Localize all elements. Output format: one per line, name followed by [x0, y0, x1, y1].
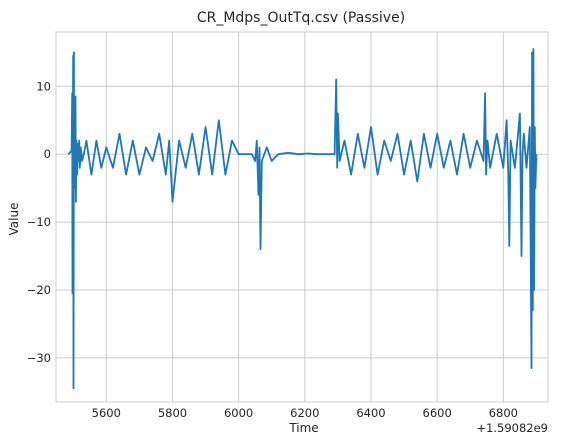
- y-axis-ticks: −30 −20 −10 0 10: [27, 79, 51, 365]
- y-tick-label: −10: [27, 215, 51, 229]
- x-tick-label: 6400: [356, 406, 385, 420]
- y-axis-label: Value: [7, 203, 21, 236]
- y-tick-label: 10: [36, 79, 51, 93]
- x-axis-offset-label: +1.59082e9: [476, 421, 548, 435]
- x-axis-ticks: 5600 5800 6000 6200 6400 6600 6800: [92, 406, 518, 420]
- y-tick-label: 0: [44, 147, 51, 161]
- x-tick-label: 5600: [92, 406, 121, 420]
- x-tick-label: 6000: [224, 406, 253, 420]
- x-tick-label: 6800: [489, 406, 518, 420]
- x-tick-label: 5800: [158, 406, 187, 420]
- x-tick-label: 6600: [423, 406, 452, 420]
- grid: [56, 32, 548, 402]
- x-axis-label: Time: [288, 421, 318, 435]
- series-layer: [67, 48, 538, 390]
- chart-title: CR_Mdps_OutTq.csv (Passive): [197, 10, 405, 26]
- series-line-0: [67, 48, 538, 390]
- y-tick-label: −20: [27, 283, 51, 297]
- y-tick-label: −30: [27, 351, 51, 365]
- plot-area: [55, 31, 549, 403]
- x-tick-label: 6200: [290, 406, 319, 420]
